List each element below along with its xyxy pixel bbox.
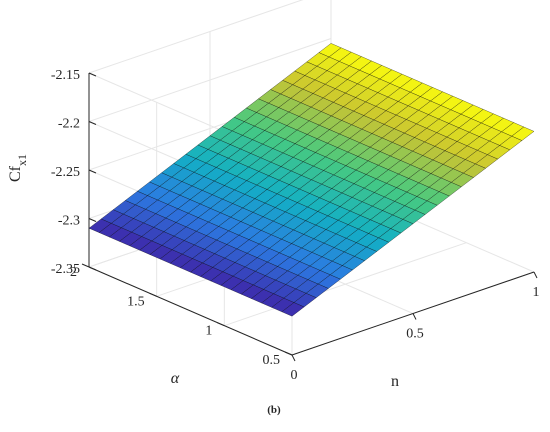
z-tick-label: -2.3 [58, 214, 80, 229]
z-tick-mark [88, 218, 97, 222]
x-axis-label: n [391, 373, 399, 390]
y-tick-label: 0.5 [263, 353, 281, 368]
z-tick-mark [88, 72, 97, 77]
y-tick-label: 1 [205, 324, 212, 339]
x-tick-label: 1 [533, 285, 540, 300]
z-axis-label-main: Cf [7, 165, 24, 182]
z-axis-label-sub: x1 [15, 154, 29, 166]
z-axis-label: Cfx1 [7, 154, 29, 182]
z-tick-label: -2.2 [58, 117, 80, 132]
y-tick-mark [81, 263, 90, 268]
z-tick-mark [88, 266, 97, 271]
y-axis-line [88, 266, 293, 356]
y-tick-mark [217, 322, 225, 327]
x-tick-mark [291, 354, 296, 362]
surface-patch [281, 302, 305, 317]
x-tick-label: 0.5 [406, 327, 424, 342]
z-tick-mark [88, 121, 97, 125]
svg-text:Cfx1: Cfx1 [7, 154, 29, 182]
y-tick-mark [284, 351, 293, 356]
y-tick-mark [149, 292, 157, 297]
grid-line-floor-y [224, 242, 467, 327]
panel-label: (b) [267, 404, 281, 416]
z-tick-label: -2.25 [51, 165, 80, 180]
x-tick-mark [412, 313, 417, 320]
grid-line-backwall-z [88, 38, 332, 122]
z-tick-mark [88, 169, 97, 174]
x-tick-label: 0 [291, 368, 298, 383]
grid-line-backwall-z [88, 0, 304, 74]
z-tick-label: -2.35 [51, 262, 80, 277]
tick-marks [81, 72, 538, 362]
tick-labels: 0 0.5 1 0.5 1 1.5 2-2.35 -2.3 -2.25 -2.2 -2.15 [51, 68, 540, 383]
y-axis-label: α [171, 370, 180, 387]
y-tick-label: 1.5 [127, 294, 145, 309]
y-tick-label: 2 [70, 265, 77, 280]
z-tick-label: -2.15 [51, 68, 80, 83]
x-tick-mark [533, 271, 538, 279]
surface-mesh [88, 43, 535, 317]
